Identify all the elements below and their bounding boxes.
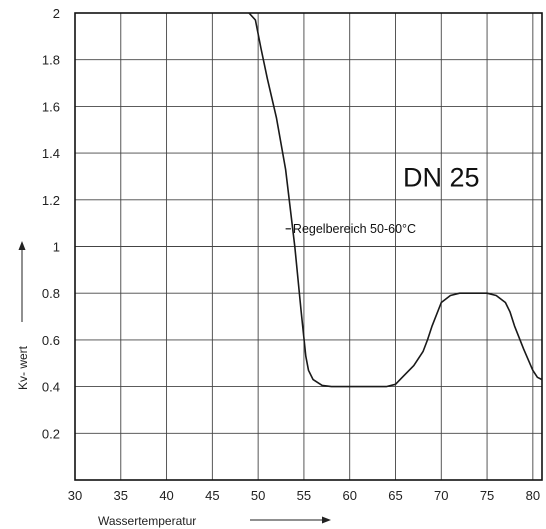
kv-curve bbox=[248, 12, 543, 388]
x-tick-label: 30 bbox=[68, 488, 82, 503]
y-axis-ticks: 0.2 0.4 0.6 0.8 1 1.2 1.4 1.6 1.8 2 bbox=[42, 6, 60, 441]
x-tick-label: 70 bbox=[434, 488, 448, 503]
control-range-label: Regelbereich 50-60°C bbox=[293, 222, 416, 236]
y-tick-label: 0.8 bbox=[42, 286, 60, 301]
plot-frame bbox=[74, 12, 543, 481]
dn-size-label: DN 25 bbox=[403, 162, 480, 192]
x-tick-label: 60 bbox=[342, 488, 356, 503]
x-tick-label: 40 bbox=[159, 488, 173, 503]
x-tick-label: 35 bbox=[114, 488, 128, 503]
x-tick-label: 50 bbox=[251, 488, 265, 503]
x-axis-arrow-head bbox=[322, 516, 331, 524]
y-tick-label: 1.8 bbox=[42, 53, 60, 68]
y-tick-label: 1.6 bbox=[42, 99, 60, 114]
y-tick-label: 0.4 bbox=[42, 380, 60, 395]
x-tick-label: 80 bbox=[526, 488, 540, 503]
y-axis-title: Kv- wert bbox=[16, 345, 30, 390]
y-tick-label: 0.2 bbox=[42, 426, 60, 441]
x-tick-label: 75 bbox=[480, 488, 494, 503]
y-tick-label: 2 bbox=[53, 6, 60, 21]
x-axis-ticks: 30 35 40 45 50 55 60 65 70 75 80 bbox=[68, 488, 540, 503]
x-tick-label: 65 bbox=[388, 488, 402, 503]
y-tick-label: 0.6 bbox=[42, 333, 60, 348]
x-tick-label: 45 bbox=[205, 488, 219, 503]
y-tick-label: 1.2 bbox=[42, 193, 60, 208]
x-tick-label: 55 bbox=[297, 488, 311, 503]
y-axis-arrow-head bbox=[18, 241, 26, 250]
y-tick-label: 1.4 bbox=[42, 146, 60, 161]
x-axis-title: Wassertemperatur bbox=[98, 514, 196, 528]
grid bbox=[75, 13, 542, 480]
y-tick-label: 1 bbox=[53, 240, 60, 255]
